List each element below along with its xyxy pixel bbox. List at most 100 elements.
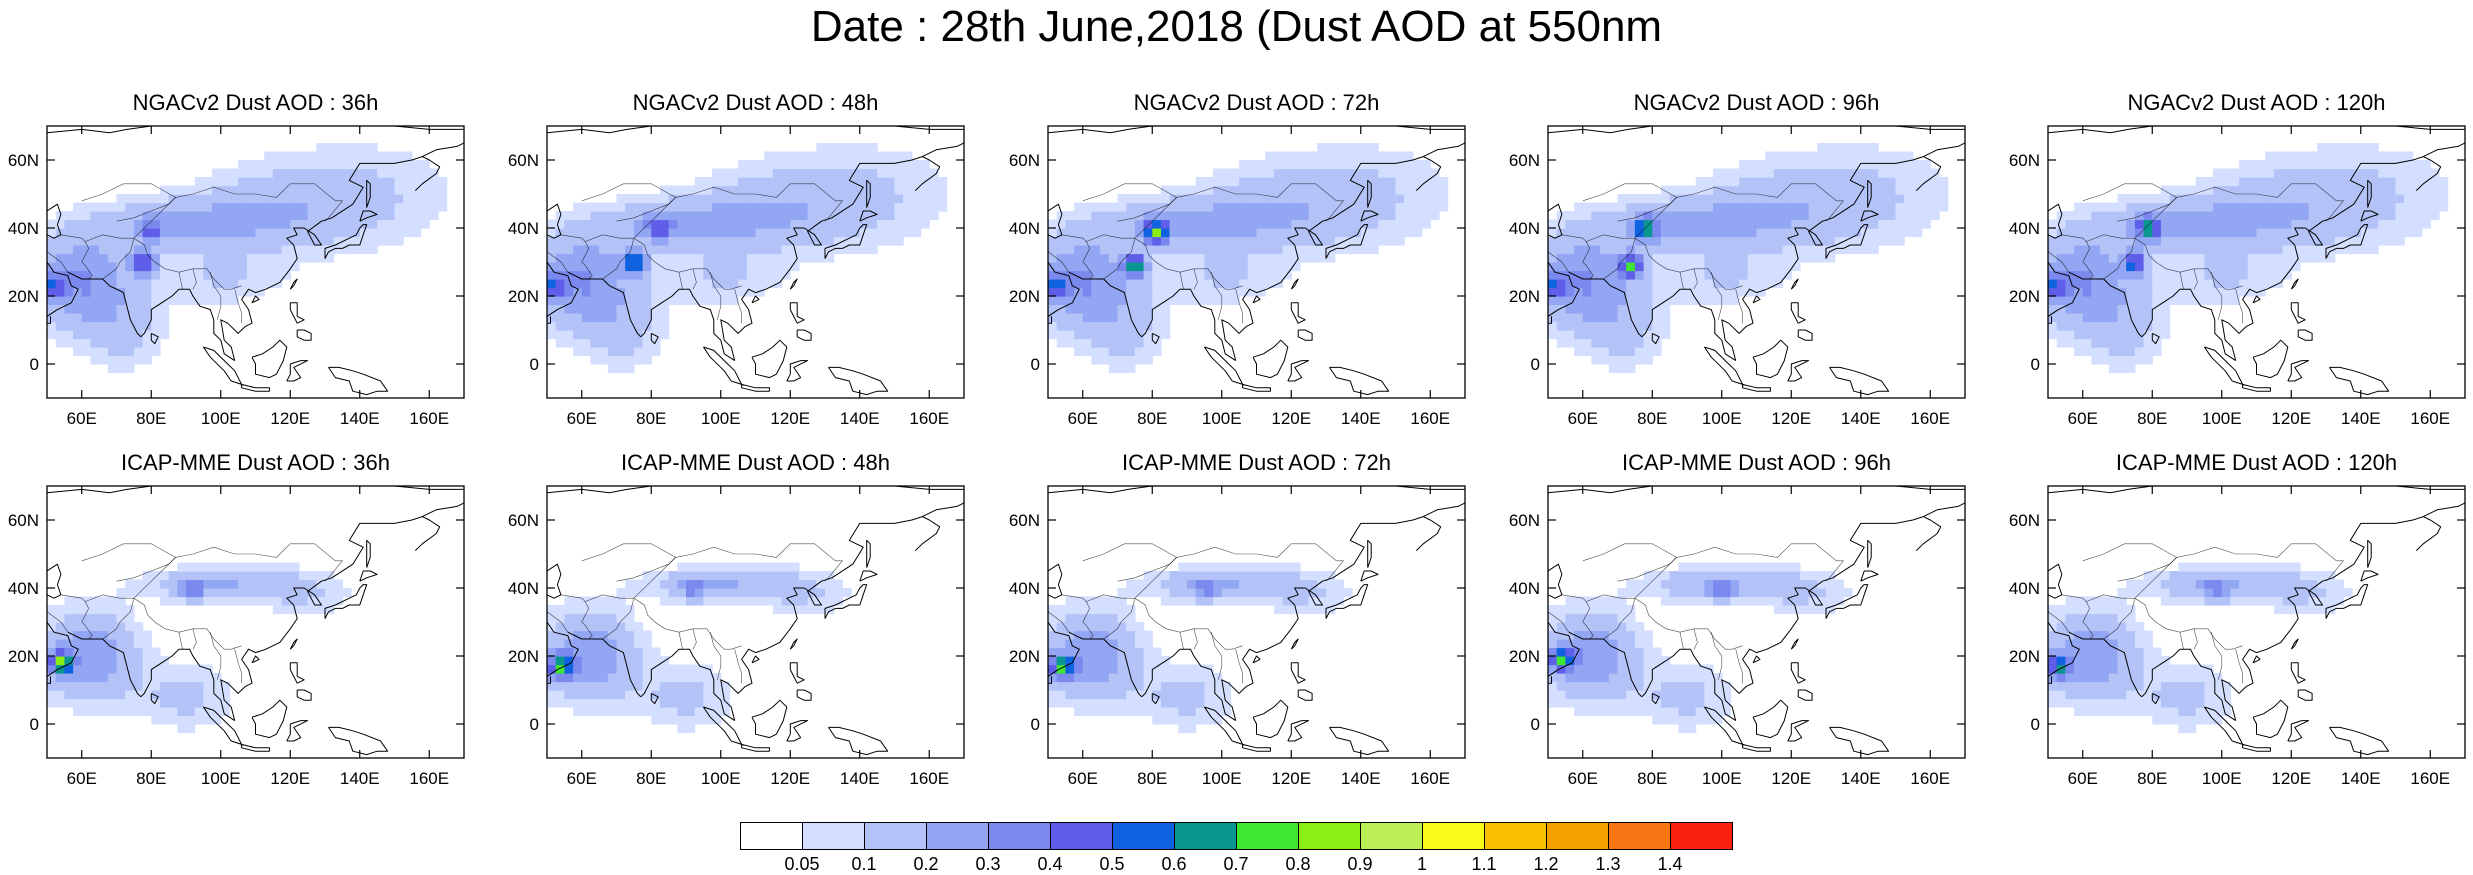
aod-cell — [2065, 313, 2074, 322]
aod-cell — [1843, 228, 1852, 237]
aod-cell — [1083, 313, 1092, 322]
aod-cell — [1083, 648, 1092, 657]
aod-cell — [1204, 296, 1213, 305]
aod-cell — [1817, 143, 1826, 152]
aod-cell — [1091, 254, 1100, 263]
aod-cell — [1283, 203, 1292, 212]
coastline — [752, 656, 759, 663]
aod-cell — [177, 228, 186, 237]
aod-cell — [721, 169, 730, 178]
aod-cell — [773, 194, 782, 203]
aod-cell — [695, 194, 704, 203]
aod-cell — [64, 690, 73, 699]
aod-cell — [1739, 194, 1748, 203]
aod-cell — [1548, 313, 1557, 322]
aod-cell — [1387, 211, 1396, 220]
aod-cell — [1609, 356, 1618, 365]
aod-cell — [808, 160, 817, 169]
aod-cell — [816, 245, 825, 254]
aod-cell — [90, 699, 99, 708]
aod-cell — [2109, 211, 2118, 220]
aod-cell — [1144, 580, 1153, 589]
aod-cell — [342, 169, 351, 178]
aod-cell — [1091, 330, 1100, 339]
aod-cell — [2378, 186, 2387, 195]
aod-cell — [1118, 356, 1127, 365]
aod-cell — [1074, 322, 1083, 331]
aod-cell — [617, 203, 626, 212]
coastline — [1291, 663, 1305, 683]
aod-cell — [590, 211, 599, 220]
aod-cell — [1144, 347, 1153, 356]
aod-cell — [377, 220, 386, 229]
aod-cell — [1326, 169, 1335, 178]
aod-cell — [1126, 622, 1135, 631]
aod-cell — [82, 682, 91, 691]
aod-cell — [212, 707, 221, 716]
aod-cell — [1109, 605, 1118, 614]
aod-cell — [851, 245, 860, 254]
aod-cell — [1609, 347, 1618, 356]
aod-cell — [556, 237, 565, 246]
aod-cell — [712, 237, 721, 246]
aod-cell — [721, 228, 730, 237]
aod-cell — [99, 262, 108, 271]
aod-cell — [729, 220, 738, 229]
aod-cell — [1661, 305, 1670, 314]
aod-cell — [2126, 254, 2135, 263]
aod-cell — [247, 177, 256, 186]
aod-cell — [1248, 254, 1257, 263]
aod-cell — [2222, 211, 2231, 220]
aod-cell — [1352, 211, 1361, 220]
aod-cell — [203, 228, 212, 237]
aod-cell — [1670, 220, 1679, 229]
aod-cell — [2074, 262, 2083, 271]
aod-cell — [1135, 194, 1144, 203]
aod-cell — [299, 580, 308, 589]
aod-cell — [229, 186, 238, 195]
lon-tick-label: 140E — [1841, 409, 1881, 428]
aod-cell — [669, 186, 678, 195]
aod-cell — [2152, 211, 2161, 220]
aod-cell — [2439, 194, 2448, 203]
aod-cell — [82, 211, 91, 220]
aod-cell — [556, 313, 565, 322]
aod-cell — [2152, 220, 2161, 229]
aod-cell — [2100, 347, 2109, 356]
aod-cell — [1283, 605, 1292, 614]
aod-cell — [1170, 707, 1179, 716]
aod-cell — [886, 177, 895, 186]
aod-cell — [1670, 203, 1679, 212]
aod-cell — [1100, 356, 1109, 365]
aod-cell — [108, 673, 117, 682]
aod-cell — [738, 580, 747, 589]
aod-cell — [729, 211, 738, 220]
aod-cell — [1135, 245, 1144, 254]
aod-cell — [1274, 563, 1283, 572]
aod-cell — [903, 211, 912, 220]
aod-cell — [316, 254, 325, 263]
aod-cell — [1048, 665, 1057, 674]
aod-cell — [229, 588, 238, 597]
aod-cell — [1817, 186, 1826, 195]
aod-cell — [1257, 211, 1266, 220]
aod-cell — [573, 330, 582, 339]
aod-cell — [195, 682, 204, 691]
aod-cell — [73, 690, 82, 699]
aod-cell — [582, 228, 591, 237]
aod-cell — [617, 228, 626, 237]
aod-cell — [2230, 262, 2239, 271]
aod-cell — [564, 313, 573, 322]
aod-cell — [73, 220, 82, 229]
aod-cell — [1404, 177, 1413, 186]
aod-cell — [1239, 177, 1248, 186]
aod-cell — [1126, 203, 1135, 212]
aod-cell — [334, 597, 343, 606]
aod-cell — [816, 203, 825, 212]
aod-cell — [2283, 211, 2292, 220]
aod-cell — [895, 237, 904, 246]
aod-cell — [256, 563, 265, 572]
aod-cell — [608, 305, 617, 314]
aod-cell — [2309, 186, 2318, 195]
